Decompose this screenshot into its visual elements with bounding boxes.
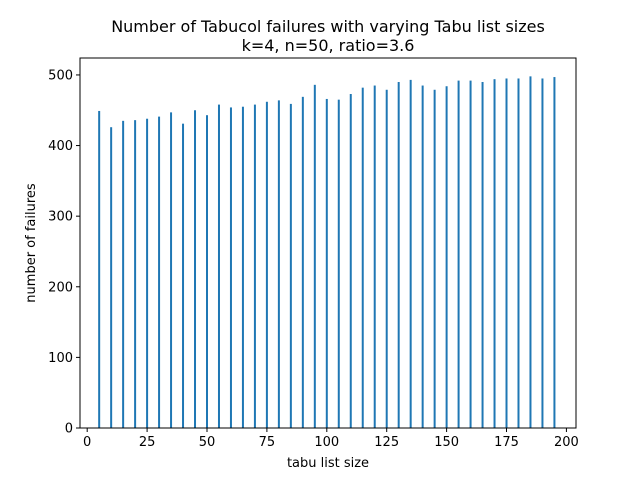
bar-tabu-10 bbox=[110, 127, 113, 428]
bar-tabu-195 bbox=[553, 77, 556, 428]
bar-tabu-135 bbox=[409, 79, 412, 428]
x-tick-label: 100 bbox=[314, 435, 339, 450]
bar-tabu-45 bbox=[194, 110, 197, 428]
bar-tabu-50 bbox=[206, 115, 208, 428]
bar-tabu-125 bbox=[385, 89, 388, 429]
x-tick-label: 150 bbox=[434, 435, 459, 450]
bar-tabu-170 bbox=[493, 79, 496, 429]
bar-tabu-15 bbox=[122, 120, 125, 428]
x-tick-label: 0 bbox=[83, 435, 91, 450]
plot-frame bbox=[79, 57, 577, 429]
bars-group bbox=[98, 76, 556, 429]
bar-tabu-30 bbox=[158, 116, 161, 429]
bar-tabu-105 bbox=[337, 99, 340, 428]
chart-title: Number of Tabucol failures with varying … bbox=[111, 17, 545, 36]
bar-tabu-160 bbox=[469, 80, 472, 428]
bar-tabu-145 bbox=[433, 89, 436, 429]
y-tick-label: 400 bbox=[48, 139, 73, 154]
bar-tabu-85 bbox=[289, 103, 292, 429]
bar-tabu-115 bbox=[361, 87, 364, 428]
y-tick-label: 300 bbox=[48, 210, 73, 225]
x-tick-label: 175 bbox=[494, 435, 519, 450]
bar-tabu-165 bbox=[481, 82, 484, 428]
chart-subtitle: k=4, n=50, ratio=3.6 bbox=[242, 36, 415, 55]
y-tick-label: 200 bbox=[48, 280, 73, 295]
y-tick-label: 100 bbox=[48, 351, 73, 366]
x-tick-label: 200 bbox=[554, 435, 579, 450]
bar-tabu-180 bbox=[517, 78, 520, 428]
x-tick-label: 75 bbox=[259, 435, 276, 450]
bar-tabu-175 bbox=[505, 78, 508, 428]
bar-tabu-25 bbox=[146, 118, 149, 428]
y-axis-label: number of failures bbox=[24, 183, 39, 303]
bar-tabu-95 bbox=[313, 84, 316, 428]
bar-tabu-100 bbox=[325, 98, 328, 428]
y-tick-label: 0 bbox=[65, 422, 73, 437]
y-tick-label: 500 bbox=[48, 68, 73, 83]
bar-tabu-70 bbox=[253, 104, 256, 428]
x-tick-label: 25 bbox=[139, 435, 156, 450]
bar-tabu-40 bbox=[182, 123, 185, 429]
bar-tabu-55 bbox=[217, 104, 220, 428]
bar-tabu-60 bbox=[229, 107, 232, 429]
x-axis-label: tabu list size bbox=[287, 456, 369, 471]
bar-tabu-190 bbox=[541, 78, 544, 428]
bar-tabu-110 bbox=[349, 94, 352, 428]
x-axis-ticks: 0 25 50 75 100 125 150 175 200 bbox=[83, 428, 579, 450]
bar-tabu-65 bbox=[241, 106, 244, 428]
bar-tabu-75 bbox=[265, 101, 268, 428]
bar-tabu-5 bbox=[98, 110, 101, 429]
bar-tabu-130 bbox=[397, 82, 400, 428]
bar-tabu-20 bbox=[134, 120, 137, 428]
bar-tabu-35 bbox=[170, 112, 173, 429]
y-axis-ticks: 0 100 200 300 400 500 bbox=[48, 68, 80, 437]
bar-tabu-90 bbox=[301, 96, 304, 428]
bar-tabu-150 bbox=[445, 86, 448, 429]
bar-tabu-120 bbox=[373, 85, 376, 428]
bar-tabu-155 bbox=[457, 80, 460, 428]
x-tick-label: 125 bbox=[374, 435, 399, 450]
bar-tabu-140 bbox=[421, 85, 424, 428]
bar-tabu-185 bbox=[529, 76, 532, 429]
x-tick-label: 50 bbox=[199, 435, 216, 450]
bar-tabu-80 bbox=[277, 100, 280, 429]
